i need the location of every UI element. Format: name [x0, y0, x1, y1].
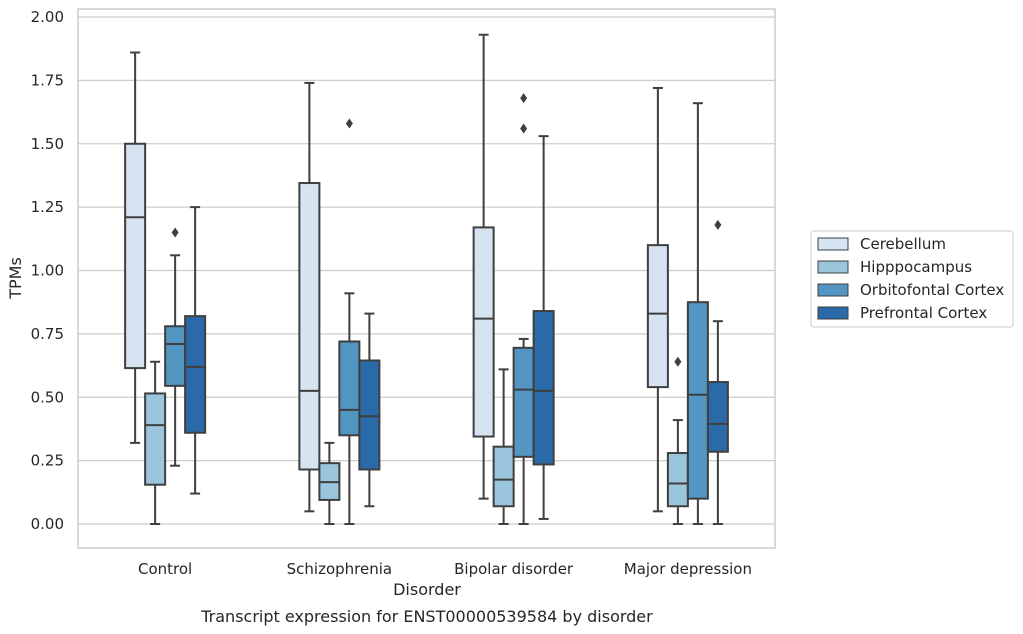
x-tick-label: Schizophrenia: [287, 560, 392, 578]
y-tick-label: 0.25: [31, 452, 64, 470]
legend: Cerebellum Hipppocampus Orbitofontal Corte…: [810, 230, 1014, 328]
grid-lines: [78, 16, 775, 525]
y-tick-label: 0.75: [31, 325, 64, 343]
iqr-box: [144, 392, 167, 486]
box-orbitofontal-cortex-schizophrenia: [338, 118, 361, 525]
box-groups: [124, 33, 729, 525]
y-tick-label: 1.75: [31, 71, 64, 89]
box-cerebellum-control: [124, 51, 147, 444]
box-hipppocampus-control: [144, 360, 167, 525]
legend-label: Hipppocampus: [860, 258, 972, 276]
box-cerebellum-bipolar-disorder: [472, 33, 495, 500]
outlier-marker: [345, 118, 353, 129]
outlier-marker: [520, 93, 528, 104]
legend-swatch: [817, 260, 849, 274]
iqr-box: [646, 244, 669, 389]
plot-area-frame: [77, 8, 776, 549]
box-cerebellum-schizophrenia: [298, 81, 321, 513]
legend-swatch: [817, 237, 849, 251]
legend-swatch: [817, 283, 849, 297]
iqr-box: [184, 315, 207, 434]
box-hipppocampus-bipolar-disorder: [492, 368, 515, 525]
outlier-marker: [171, 227, 179, 238]
legend-frame: [810, 230, 1014, 328]
box-cerebellum-major-depression: [646, 86, 669, 513]
outlier-marker: [674, 356, 682, 367]
box-hipppocampus-schizophrenia: [318, 441, 341, 525]
box-orbitofontal-cortex-control: [164, 227, 187, 467]
box-prefrontal-cortex-bipolar-disorder: [532, 135, 555, 520]
x-tick-label: Bipolar disorder: [454, 560, 574, 578]
iqr-box: [512, 346, 535, 458]
iqr-box: [298, 182, 321, 471]
box-orbitofontal-cortex-bipolar-disorder: [512, 93, 535, 525]
legend-label: Prefrontal Cortex: [860, 304, 987, 322]
iqr-box: [338, 340, 361, 437]
box-prefrontal-cortex-control: [184, 206, 207, 495]
iqr-box: [472, 226, 495, 438]
y-tick-label: 0.50: [31, 388, 64, 406]
y-tick-label: 1.00: [31, 262, 64, 280]
box-prefrontal-cortex-schizophrenia: [358, 312, 381, 508]
chart-caption: Transcript expression for ENST0000053958…: [200, 607, 653, 626]
iqr-box: [686, 301, 709, 500]
iqr-box: [532, 310, 555, 466]
box-orbitofontal-cortex-major-depression: [686, 102, 709, 525]
outlier-marker: [520, 123, 528, 134]
x-tick-labels: Control Schizophrenia Bipolar disorder Majo…: [138, 560, 752, 578]
iqr-box: [358, 359, 381, 471]
box-hipppocampus-major-depression: [666, 356, 689, 525]
outlier-marker: [714, 219, 722, 230]
x-tick-label: Control: [138, 560, 192, 578]
legend-swatch: [817, 306, 849, 320]
iqr-box: [492, 445, 515, 508]
x-tick-label: Major depression: [624, 560, 752, 578]
y-tick-label: 1.25: [31, 198, 64, 216]
iqr-box: [124, 142, 147, 370]
iqr-box: [706, 381, 729, 453]
legend-label: Orbitofontal Cortex: [860, 281, 1004, 299]
iqr-box: [666, 452, 689, 508]
legend-label: Cerebellum: [860, 235, 946, 253]
y-axis-title: TPMs: [6, 257, 25, 300]
y-tick-label: 2.00: [31, 8, 64, 26]
y-tick-labels: 0.00 0.25 0.50 0.75 1.00 1.25 1.50 1.75 2.00: [31, 8, 64, 533]
box-prefrontal-cortex-major-depression: [706, 219, 729, 525]
y-tick-label: 1.50: [31, 135, 64, 153]
y-tick-label: 0.00: [31, 515, 64, 533]
x-axis-title: Disorder: [393, 580, 461, 599]
legend-items: Cerebellum Hipppocampus Orbitofontal Corte…: [817, 235, 1004, 322]
iqr-box: [164, 325, 187, 387]
